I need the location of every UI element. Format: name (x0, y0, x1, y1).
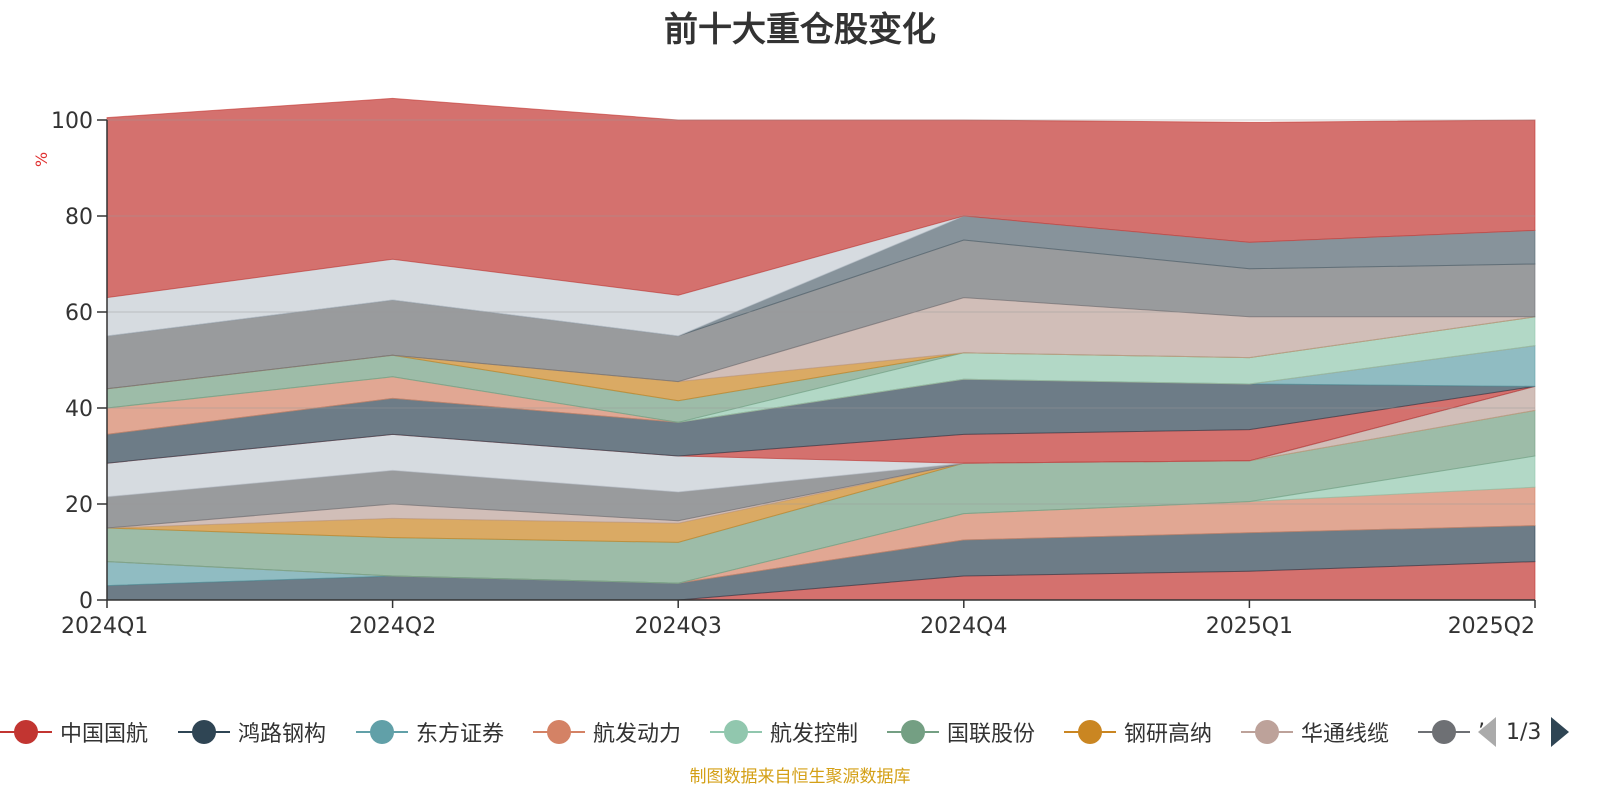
legend-label: 钢研高纳 (1124, 722, 1213, 747)
x-tick-label: 2024Q3 (635, 614, 722, 639)
legend-marker-icon (533, 715, 585, 749)
y-tick-label: 0 (79, 589, 93, 614)
legend-label: 航发动力 (593, 722, 682, 747)
legend-marker-icon (356, 715, 408, 749)
legend-label: 国联股份 (947, 722, 1036, 747)
legend-item[interactable]: 鸿路钢构 (178, 715, 326, 749)
legend-marker-icon (1241, 715, 1293, 749)
source-note: 制图数据来自恒生聚源数据库 (689, 767, 911, 787)
legend-item[interactable]: 华通线缆 (1241, 715, 1389, 749)
legend-pager: 1/3 (1478, 716, 1570, 748)
y-tick-label: 20 (65, 493, 93, 518)
legend-marker-icon (1064, 715, 1116, 749)
legend-item[interactable]: 国联股份 (887, 715, 1035, 749)
area-layers (106, 97, 1536, 601)
legend-marker-icon (0, 715, 52, 749)
x-tick-label: 2024Q4 (920, 614, 1007, 639)
legend-item[interactable]: 中国国航 (0, 715, 148, 749)
y-tick-label: 60 (65, 301, 93, 326)
x-tick-label: 2025Q1 (1206, 614, 1293, 639)
legend-item[interactable]: 航发动力 (533, 715, 681, 749)
legend-page-indicator: 1/3 (1506, 719, 1542, 745)
x-tick-label: 2024Q2 (349, 614, 436, 639)
axes: 0 20 40 60 80 100 2024Q1 2024Q2 2024Q3 2024Q4 2025… (51, 109, 1536, 639)
grid-lines (107, 119, 1535, 505)
legend-marker-icon (1418, 715, 1470, 749)
y-tick-label: 40 (65, 397, 93, 422)
legend-prev-page-icon[interactable] (1478, 717, 1496, 747)
legend-label: 中国国航 (60, 722, 149, 747)
legend-label: 航发控制 (770, 722, 859, 747)
legend-marker-icon (887, 715, 939, 749)
legend-marker-icon (178, 715, 230, 749)
stacked-area-chart: 0 20 40 60 80 100 2024Q1 2024Q2 2024Q3 2024Q4 2025… (51, 97, 1536, 639)
legend-next-page-icon[interactable] (1551, 717, 1570, 747)
legend-marker-icon (710, 715, 762, 749)
legend-label: 东方证券 (416, 722, 505, 747)
legend-label: 华通线缆 (1301, 722, 1390, 747)
legend-item[interactable]: 钢研高纳 (1064, 715, 1212, 749)
legend: 中国国航 鸿路钢构 东方证券 航发动力 航发控制 国联股份 钢研高纳 华通线缆 ’ (0, 715, 1600, 749)
x-tick-label: 2024Q1 (61, 614, 148, 639)
chart-title: 前十大重仓股变化 (664, 10, 936, 50)
area-series-21 (106, 97, 1536, 299)
y-tick-label: 80 (65, 205, 93, 230)
legend-item[interactable]: 东方证券 (356, 715, 504, 749)
x-tick-label: 2025Q2 (1448, 614, 1535, 639)
legend-item[interactable]: 航发控制 (710, 715, 858, 749)
legend-item[interactable]: ’ (1418, 715, 1485, 749)
legend-label: 鸿路钢构 (238, 722, 327, 747)
y-tick-label: 100 (51, 109, 93, 134)
